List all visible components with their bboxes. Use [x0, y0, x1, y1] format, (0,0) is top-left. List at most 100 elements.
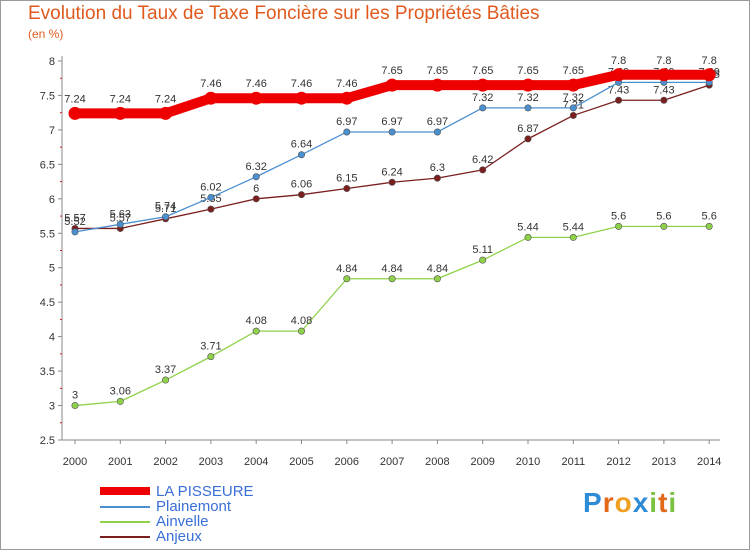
data-label-anjeux: 6.15	[336, 172, 357, 184]
x-tick-label: 2007	[380, 456, 404, 468]
data-label-anjeux: 5.57	[110, 212, 131, 224]
data-point-ainvelle	[615, 222, 623, 230]
data-label-plainemont: 6.32	[245, 161, 266, 173]
data-label-anjeux: 6.06	[291, 179, 312, 191]
data-label-plainemont: 5.74	[155, 201, 176, 213]
data-point-la-pisseure	[657, 68, 671, 82]
data-label-ainvelle: 4.08	[291, 315, 312, 327]
x-tick-label: 2003	[199, 456, 223, 468]
data-label-la-pisseure: 7.65	[472, 65, 493, 77]
data-point-anjeux	[388, 178, 396, 186]
legend-label-la-pisseure: LA PISSEURE	[156, 483, 254, 500]
y-tick-label: 3	[49, 401, 55, 413]
data-label-plainemont: 6.97	[381, 116, 402, 128]
y-tick-label: 6	[49, 194, 55, 206]
data-point-plainemont	[388, 128, 396, 136]
x-tick-label: 2001	[108, 456, 132, 468]
data-label-anjeux: 6.42	[472, 154, 493, 166]
data-label-anjeux: 5.71	[155, 203, 176, 215]
data-point-ainvelle	[116, 397, 124, 405]
data-point-ainvelle	[162, 376, 170, 384]
unit-label: (en %)	[28, 27, 64, 41]
data-point-plainemont	[297, 151, 305, 159]
series-line-ainvelle	[74, 225, 710, 407]
data-label-plainemont: 5.52	[64, 216, 85, 228]
data-label-la-pisseure: 7.8	[702, 55, 717, 67]
data-point-ainvelle	[71, 402, 79, 410]
data-label-plainemont: 7.32	[472, 92, 493, 104]
x-tick-label: 2013	[652, 456, 676, 468]
data-point-ainvelle	[207, 353, 215, 361]
data-point-plainemont	[479, 104, 487, 112]
data-label-ainvelle: 5.44	[563, 221, 584, 233]
x-tick-label: 2012	[606, 456, 630, 468]
data-label-la-pisseure: 7.65	[563, 65, 584, 77]
data-point-anjeux	[524, 135, 532, 143]
data-point-la-pisseure	[430, 78, 444, 92]
data-label-plainemont: 6.97	[427, 116, 448, 128]
data-label-la-pisseure: 7.24	[110, 93, 131, 105]
data-point-plainemont	[433, 128, 441, 136]
data-point-plainemont	[252, 173, 260, 181]
y-tick-label: 6.5	[40, 159, 55, 171]
data-point-ainvelle	[297, 327, 305, 335]
data-point-anjeux	[252, 195, 260, 203]
data-label-la-pisseure: 7.46	[200, 78, 221, 90]
data-label-plainemont: 5.63	[110, 208, 131, 220]
data-point-ainvelle	[479, 256, 487, 264]
data-label-la-pisseure: 7.8	[656, 55, 671, 67]
y-tick-label: 2.5	[40, 435, 55, 447]
data-label-ainvelle: 3.37	[155, 364, 176, 376]
data-point-la-pisseure	[295, 91, 308, 105]
data-point-la-pisseure	[385, 78, 399, 92]
data-point-ainvelle	[252, 327, 260, 335]
y-tick-label: 3.5	[40, 366, 55, 378]
data-point-anjeux	[207, 205, 215, 213]
data-label-ainvelle: 3.71	[200, 341, 221, 353]
x-tick-label: 2010	[516, 456, 540, 468]
data-label-ainvelle: 5.6	[702, 210, 717, 222]
x-tick-label: 2006	[335, 456, 359, 468]
data-label-anjeux: 6	[253, 183, 259, 195]
data-label-plainemont: 7.32	[517, 92, 538, 104]
legend-label-plainemont: Plainemont	[156, 498, 232, 515]
legend-label-ainvelle: Ainvelle	[156, 513, 209, 530]
data-label-ainvelle: 3	[72, 390, 78, 402]
data-label-ainvelle: 4.08	[245, 315, 266, 327]
data-label-ainvelle: 5.44	[517, 221, 538, 233]
data-point-plainemont	[343, 128, 351, 136]
x-tick-label: 2011	[561, 456, 585, 468]
data-point-la-pisseure	[204, 91, 218, 105]
y-tick-label: 7.5	[40, 90, 55, 102]
legend-swatch-la-pisseure	[100, 487, 150, 495]
data-point-anjeux	[433, 174, 441, 182]
data-label-ainvelle: 4.84	[381, 263, 402, 275]
data-label-plainemont: 7.32	[563, 92, 584, 104]
data-point-anjeux	[660, 96, 668, 104]
data-label-anjeux: 6.87	[517, 123, 538, 135]
legend-swatch-ainvelle	[100, 521, 150, 523]
data-point-anjeux	[479, 166, 487, 174]
data-point-ainvelle	[660, 222, 668, 230]
data-label-anjeux: 5.57	[64, 212, 85, 224]
data-point-la-pisseure	[702, 68, 716, 82]
data-point-plainemont	[116, 220, 124, 228]
x-tick-label: 2014	[697, 456, 721, 468]
data-point-la-pisseure	[566, 78, 580, 92]
data-point-anjeux	[615, 96, 623, 104]
x-tick-label: 2009	[470, 456, 494, 468]
data-point-ainvelle	[569, 233, 577, 241]
data-label-ainvelle: 5.6	[611, 210, 626, 222]
data-label-la-pisseure: 7.46	[336, 78, 357, 90]
data-label-la-pisseure: 7.65	[381, 65, 402, 77]
data-point-ainvelle	[705, 222, 713, 230]
x-tick-label: 2008	[425, 456, 449, 468]
data-label-plainemont: 6.02	[200, 181, 221, 193]
x-tick-label: 2005	[289, 456, 313, 468]
x-tick-label: 2000	[63, 456, 87, 468]
legend-swatch-plainemont	[100, 506, 150, 508]
y-tick-label: 8	[49, 56, 55, 68]
data-label-plainemont: 6.97	[336, 116, 357, 128]
data-label-la-pisseure: 7.46	[291, 78, 312, 90]
